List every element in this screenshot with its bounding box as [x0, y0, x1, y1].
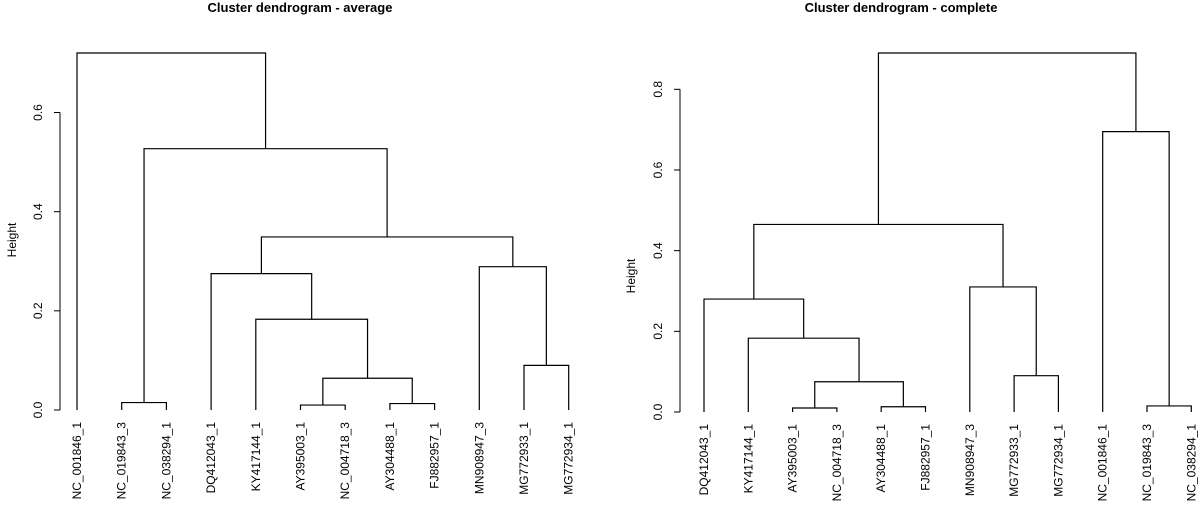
dendrogram-link — [299, 404, 346, 410]
dendrogram-link — [1146, 405, 1192, 412]
dendrogram-link — [703, 298, 805, 412]
dendrogram-link — [792, 407, 838, 412]
y-axis-label: Height — [624, 258, 638, 293]
y-tick-label: 0.2 — [31, 302, 45, 319]
leaf-label: MG772933_1 — [1007, 424, 1021, 497]
y-axis-label: Height — [5, 222, 19, 257]
y-tick-label: 0.8 — [651, 81, 665, 98]
leaf-label: NC_038294_1 — [159, 422, 173, 500]
leaf-label: NC_001846_1 — [1096, 424, 1110, 502]
leaf-label: MN908947_3 — [963, 424, 977, 496]
dendrogram-panel-complete: Cluster dendrogram - complete 0.0 0.2 0.4 0.… — [624, 0, 1198, 501]
chart-title: Cluster dendrogram - complete — [805, 0, 998, 15]
dendrogram-panel-average: Cluster dendrogram - average 0.0 0.2 0.4 0.6… — [5, 0, 576, 499]
dendrogram-link — [121, 401, 167, 410]
dendrogram-link — [1102, 131, 1170, 412]
dendrogram-link — [255, 318, 369, 410]
y-tick-label: 0.0 — [31, 401, 45, 418]
leaf-label: FJ882957_1 — [428, 422, 442, 489]
leaf-label: AY395003_1 — [294, 422, 308, 491]
dendrogram-link — [877, 52, 1137, 225]
y-tick-label: 0.4 — [31, 203, 45, 220]
leaf-label: KY417144_1 — [249, 422, 263, 492]
y-tick-label: 0.2 — [651, 323, 665, 340]
dendrogram-link — [880, 406, 927, 412]
dendrogram-link — [814, 381, 904, 408]
leaf-label: AY304488_1 — [383, 422, 397, 491]
leaf-label: DQ412043_1 — [204, 422, 218, 494]
leaf-label: MG772934_1 — [562, 422, 576, 495]
y-tick-label: 0.0 — [651, 403, 665, 420]
dendrogram-link — [260, 236, 514, 274]
leaf-label: MN908947_3 — [472, 422, 486, 494]
leaf-label: FJ882957_1 — [919, 424, 933, 491]
dendrogram-link — [1013, 375, 1059, 412]
leaf-label: NC_019843_3 — [115, 422, 129, 500]
dendrogram-link — [478, 266, 547, 410]
dendrogram-link — [523, 364, 570, 410]
leaf-label: NC_038294_1 — [1184, 424, 1198, 502]
dendrogram-link — [210, 273, 313, 410]
y-tick-label: 0.6 — [651, 161, 665, 178]
leaf-label: NC_004718_3 — [830, 424, 844, 502]
leaf-label: NC_004718_3 — [338, 422, 352, 500]
dendrogram-link — [322, 377, 413, 406]
leaf-label: DQ412043_1 — [697, 424, 711, 496]
leaf-label: NC_019843_3 — [1140, 424, 1154, 502]
y-tick-label: 0.4 — [651, 242, 665, 259]
dendrogram-link — [747, 337, 860, 412]
leaf-label: MG772933_1 — [517, 422, 531, 495]
y-tick-label: 0.6 — [31, 104, 45, 121]
leaf-label: MG772934_1 — [1051, 424, 1065, 497]
dendrogram-link — [143, 148, 388, 403]
leaf-label: KY417144_1 — [741, 424, 755, 494]
dendrogram-link — [389, 402, 436, 410]
leaf-label: NC_001846_1 — [70, 422, 84, 500]
leaf-label: AY304488_1 — [874, 424, 888, 493]
leaf-label: AY395003_1 — [786, 424, 800, 493]
dendrogram-link — [76, 52, 267, 410]
dendrogram-link — [753, 223, 1004, 300]
chart-title: Cluster dendrogram - average — [208, 0, 393, 15]
dendrogram-link — [969, 286, 1037, 412]
